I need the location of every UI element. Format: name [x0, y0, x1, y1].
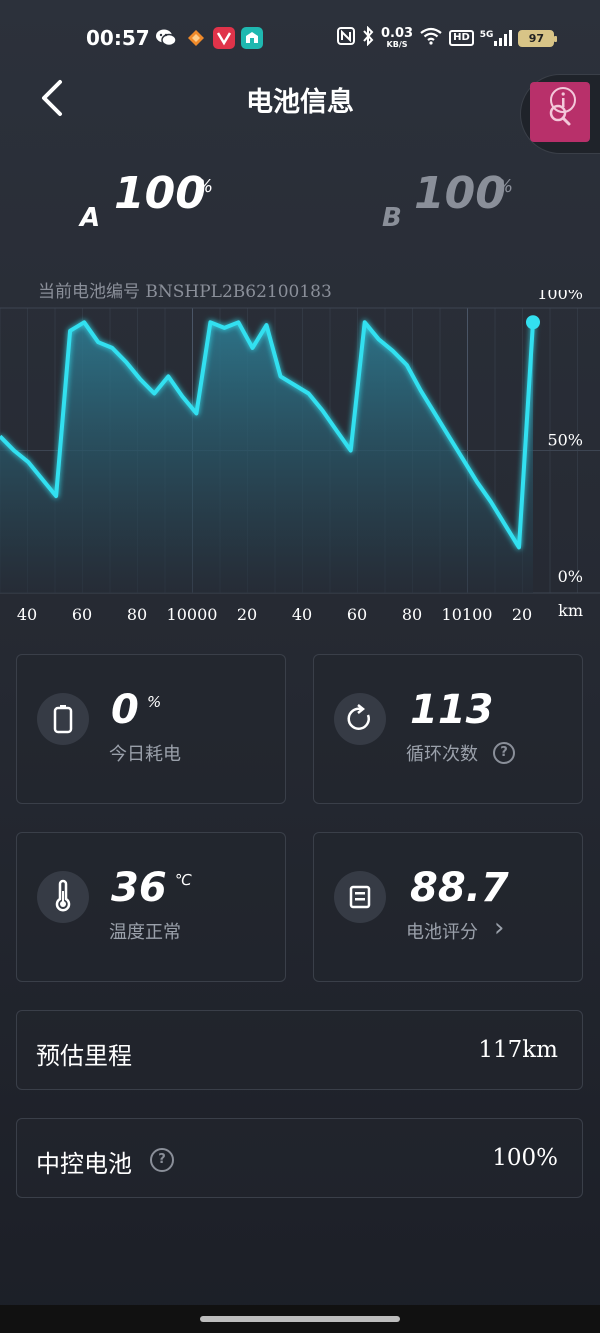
- battery-a-unit: %: [196, 176, 214, 197]
- x-axis-unit: km: [558, 601, 583, 620]
- cycle-count-help-icon[interactable]: ?: [493, 742, 515, 764]
- y-tick-label: 0%: [558, 567, 583, 586]
- app-teal-icon: [241, 27, 263, 49]
- hd-badge: HD: [449, 30, 474, 46]
- battery-a-value: 100: [114, 168, 206, 219]
- cycle-count-label: 循环次数: [406, 744, 478, 765]
- y-tick-label: 100%: [537, 290, 583, 303]
- x-tick-label: 40: [292, 605, 312, 624]
- wechat-icon: [155, 27, 177, 49]
- battery-serial-label: 当前电池编号 BNSHPL2B62100183: [38, 282, 332, 302]
- estimated-range-value: 117km: [478, 1037, 558, 1063]
- today-consumption-label: 今日耗电: [109, 744, 181, 765]
- system-nav-bar: [0, 1305, 600, 1333]
- x-tick-label: 80: [127, 605, 147, 624]
- temperature-card: 36 ℃ 温度正常: [16, 832, 286, 982]
- refresh-icon: [334, 693, 386, 745]
- today-consumption-value: 0: [111, 687, 139, 733]
- status-indicators: 0.03 KB/S HD 5G 97: [337, 25, 582, 50]
- estimated-range-label: 预估里程: [36, 1042, 132, 1070]
- nfc-icon: [337, 27, 355, 49]
- thermometer-icon: [37, 871, 89, 923]
- x-tick-label: 10000: [167, 605, 218, 624]
- battery-b-value: 100: [414, 168, 506, 219]
- back-button[interactable]: [36, 76, 72, 120]
- today-consumption-unit: %: [147, 693, 162, 711]
- page-title: 电池信息: [246, 87, 354, 118]
- app-red-icon: [213, 27, 235, 49]
- chart-area: [0, 322, 533, 593]
- x-tick-label: 10100: [442, 605, 493, 624]
- home-indicator[interactable]: [200, 1316, 400, 1322]
- y-tick-label: 50%: [547, 431, 583, 450]
- battery-score-value: 88.7: [410, 865, 509, 911]
- x-tick-label: 60: [347, 605, 367, 624]
- battery-score-label: 电池评分: [406, 922, 478, 943]
- wifi-icon: [419, 27, 443, 49]
- battery-b-unit: %: [496, 176, 514, 197]
- temperature-label: 温度正常: [109, 922, 181, 943]
- cycle-count-card: 113 循环次数 ?: [313, 654, 583, 804]
- signal-icon: 5G: [480, 30, 513, 46]
- x-tick-label: 20: [512, 605, 532, 624]
- bluetooth-icon: [361, 25, 375, 50]
- temperature-unit: ℃: [175, 871, 192, 889]
- battery-a-letter: A: [80, 203, 101, 233]
- temperature-value: 36: [111, 865, 167, 911]
- battery-icon: [37, 693, 89, 745]
- battery-score-card[interactable]: 88.7 电池评分 ›: [313, 832, 583, 982]
- chevron-right-icon: ›: [494, 913, 505, 943]
- battery-b-letter: B: [382, 203, 402, 233]
- central-battery-help-icon[interactable]: ?: [150, 1148, 174, 1172]
- x-tick-label: 80: [402, 605, 422, 624]
- chevron-left-icon: [42, 80, 62, 116]
- central-battery-label: 中控电池: [36, 1150, 132, 1178]
- magnifier-info-icon: [549, 87, 576, 126]
- document-icon: [334, 871, 386, 923]
- battery-indicator: 97: [518, 29, 558, 47]
- status-bar: 00:57 0.03 KB/S HD 5G 97: [0, 0, 600, 76]
- cycle-count-value: 113: [410, 687, 494, 733]
- status-time: 00:57: [86, 26, 150, 50]
- chart-current-point: [526, 315, 540, 330]
- battery-level-chart: 100% 50% 0% 40 60 80 10000 20 40 60 80 10100 20 km: [0, 290, 600, 624]
- x-tick-label: 60: [72, 605, 92, 624]
- estimated-range-row: 预估里程 117km: [16, 1010, 583, 1090]
- central-battery-row: 中控电池 ? 100%: [16, 1118, 583, 1198]
- x-tick-label: 40: [17, 605, 37, 624]
- today-consumption-card: 0 % 今日耗电: [16, 654, 286, 804]
- chart-line: [0, 320, 535, 550]
- central-battery-value: 100%: [492, 1145, 558, 1171]
- x-tick-label: 20: [237, 605, 257, 624]
- net-speed: 0.03 KB/S: [381, 25, 414, 49]
- taobao-icon: [185, 27, 207, 49]
- floating-magnifier-button[interactable]: [530, 82, 590, 142]
